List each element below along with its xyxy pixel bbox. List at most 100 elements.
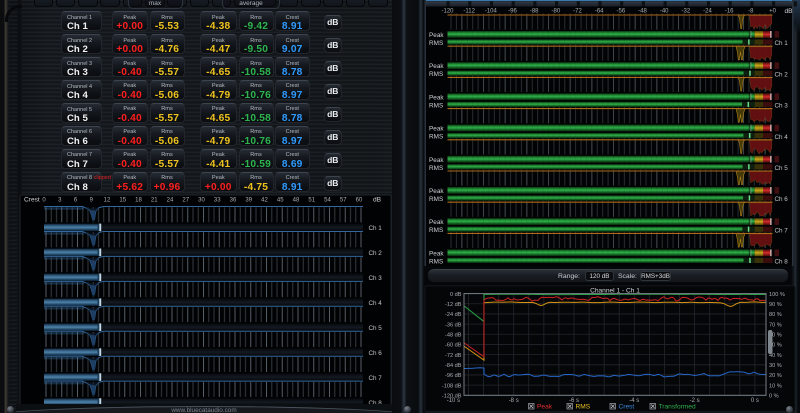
svg-text:18: 18 xyxy=(135,198,142,204)
svg-text:40 %: 40 % xyxy=(769,353,782,359)
svg-text:-108 dB: -108 dB xyxy=(442,383,462,389)
svg-text:-8: -8 xyxy=(748,9,754,15)
svg-text:70 %: 70 % xyxy=(769,322,782,328)
svg-text:Ch 6: Ch 6 xyxy=(775,196,789,203)
svg-text:54: 54 xyxy=(324,198,331,204)
svg-text:10 %: 10 % xyxy=(769,383,782,389)
svg-text:-104: -104 xyxy=(485,9,498,15)
svg-text:Crest: Crest xyxy=(619,404,635,411)
svg-text:-96 dB: -96 dB xyxy=(445,373,462,379)
svg-text:Ch 8: Ch 8 xyxy=(369,400,383,407)
svg-text:24: 24 xyxy=(167,198,174,204)
svg-text:39: 39 xyxy=(245,198,252,204)
svg-text:Peak: Peak xyxy=(429,63,444,70)
svg-text:-120 dB: -120 dB xyxy=(442,394,462,400)
svg-text:-4 s: -4 s xyxy=(629,398,639,404)
svg-text:57: 57 xyxy=(340,198,347,204)
svg-text:-24 dB: -24 dB xyxy=(445,312,462,318)
svg-text:RMS: RMS xyxy=(429,227,443,234)
svg-text:-16: -16 xyxy=(725,9,734,15)
svg-text:Ch 4: Ch 4 xyxy=(369,300,383,307)
svg-text:6: 6 xyxy=(74,198,78,204)
svg-text:Transformed: Transformed xyxy=(659,404,696,411)
svg-text:-12 dB: -12 dB xyxy=(445,302,462,308)
svg-text:RMS: RMS xyxy=(429,102,443,109)
svg-text:51: 51 xyxy=(308,198,315,204)
svg-text:50 %: 50 % xyxy=(769,343,782,349)
svg-text:15: 15 xyxy=(119,198,126,204)
svg-text:RMS: RMS xyxy=(429,196,443,203)
svg-text:-88: -88 xyxy=(530,9,539,15)
svg-text:-10 s: -10 s xyxy=(447,398,460,404)
svg-text:-80: -80 xyxy=(551,9,560,15)
svg-text:RMS: RMS xyxy=(429,165,443,172)
svg-text:100 %: 100 % xyxy=(769,292,785,298)
svg-text:Ch 7: Ch 7 xyxy=(369,375,383,382)
svg-text:0 dB: 0 dB xyxy=(450,292,462,298)
svg-text:Peak: Peak xyxy=(537,404,553,411)
svg-text:-6 s: -6 s xyxy=(569,398,579,404)
svg-text:-72 dB: -72 dB xyxy=(445,353,462,359)
svg-text:Peak: Peak xyxy=(429,157,444,164)
svg-text:-64: -64 xyxy=(595,9,604,15)
svg-text:0: 0 xyxy=(42,198,46,204)
svg-text:dB: dB xyxy=(373,197,382,204)
svg-text:RMS: RMS xyxy=(429,40,443,47)
svg-text:Ch 7: Ch 7 xyxy=(775,227,789,234)
svg-text:36: 36 xyxy=(230,198,237,204)
svg-text:Ch 6: Ch 6 xyxy=(369,350,383,357)
svg-text:Channel 1 - Ch 1: Channel 1 - Ch 1 xyxy=(590,288,640,295)
svg-text:-120: -120 xyxy=(441,9,454,15)
svg-text:-2 s: -2 s xyxy=(690,398,700,404)
svg-text:-72: -72 xyxy=(573,9,582,15)
svg-text:RMS: RMS xyxy=(429,71,443,78)
svg-text:-96: -96 xyxy=(508,9,517,15)
svg-text:3: 3 xyxy=(58,198,62,204)
svg-text:48: 48 xyxy=(293,198,300,204)
svg-text:Ch 3: Ch 3 xyxy=(369,275,383,282)
svg-text:Crest: Crest xyxy=(24,197,40,204)
svg-text:Ch 1: Ch 1 xyxy=(369,225,383,232)
svg-text:Peak: Peak xyxy=(429,188,444,195)
svg-text:80 %: 80 % xyxy=(769,312,782,318)
svg-text:Ch 2: Ch 2 xyxy=(369,250,383,257)
svg-text:45: 45 xyxy=(277,198,284,204)
svg-text:-48: -48 xyxy=(638,9,647,15)
svg-text:12: 12 xyxy=(104,198,111,204)
svg-text:+0: +0 xyxy=(769,9,777,15)
svg-text:Ch 4: Ch 4 xyxy=(775,134,789,141)
svg-text:9: 9 xyxy=(90,198,94,204)
svg-text:Peak: Peak xyxy=(429,32,444,39)
svg-text:-36 dB: -36 dB xyxy=(445,322,462,328)
svg-text:-60 dB: -60 dB xyxy=(445,343,462,349)
svg-text:-40: -40 xyxy=(660,9,669,15)
svg-text:60 %: 60 % xyxy=(769,332,782,338)
svg-text:27: 27 xyxy=(182,198,189,204)
svg-text:Peak: Peak xyxy=(429,94,444,101)
svg-text:RMS: RMS xyxy=(429,134,443,141)
svg-text:Ch 8: Ch 8 xyxy=(775,259,789,266)
svg-text:Ch 5: Ch 5 xyxy=(775,165,789,172)
svg-text:-24: -24 xyxy=(703,9,712,15)
svg-text:0 s: 0 s xyxy=(751,398,759,404)
svg-text:-56: -56 xyxy=(616,9,625,15)
svg-text:-8 s: -8 s xyxy=(509,398,519,404)
svg-text:Ch 1: Ch 1 xyxy=(775,40,789,47)
svg-text:21: 21 xyxy=(151,198,158,204)
svg-text:30: 30 xyxy=(198,198,205,204)
svg-text:-112: -112 xyxy=(463,9,475,15)
svg-text:Ch 3: Ch 3 xyxy=(775,103,789,110)
svg-text:Ch 2: Ch 2 xyxy=(775,71,789,78)
svg-text:RMS: RMS xyxy=(429,258,443,265)
svg-text:-32: -32 xyxy=(681,9,690,15)
svg-text:Peak: Peak xyxy=(429,219,444,226)
svg-text:20 %: 20 % xyxy=(769,373,782,379)
svg-text:Peak: Peak xyxy=(429,250,444,257)
svg-text:RMS: RMS xyxy=(576,404,591,411)
svg-text:dB: dB xyxy=(784,8,793,15)
svg-text:42: 42 xyxy=(261,198,268,204)
svg-text:Ch 5: Ch 5 xyxy=(369,325,383,332)
svg-text:60: 60 xyxy=(356,198,363,204)
svg-text:30 %: 30 % xyxy=(769,363,782,369)
svg-text:33: 33 xyxy=(214,198,221,204)
